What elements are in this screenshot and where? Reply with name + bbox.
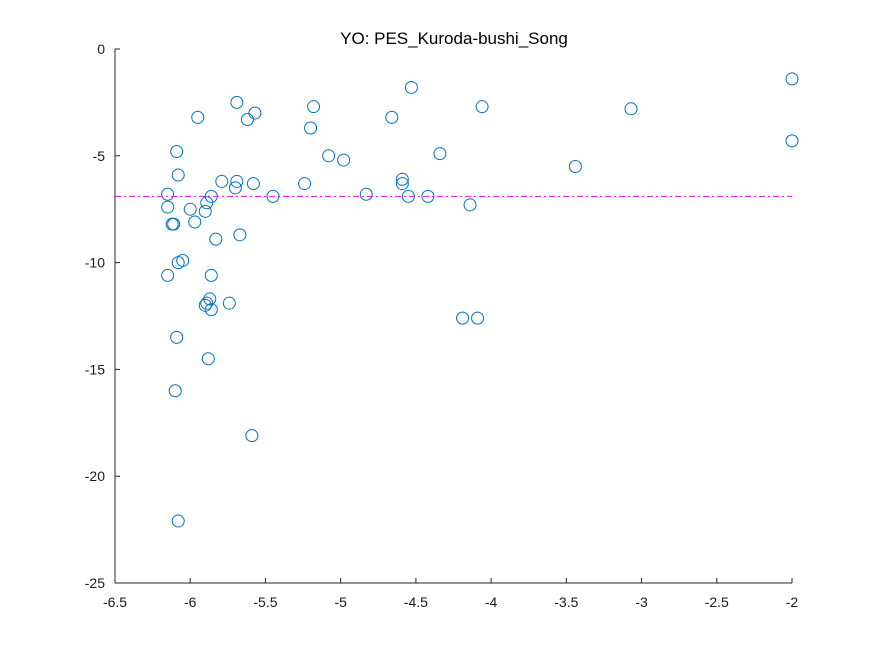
data-point — [475, 100, 489, 114]
data-point — [404, 80, 418, 94]
data-point — [171, 514, 185, 528]
x-tick-label: -4.5 — [404, 594, 428, 610]
data-point — [395, 177, 409, 191]
data-point — [230, 95, 244, 109]
data-point — [401, 189, 415, 203]
data-point — [171, 168, 185, 182]
data-point — [198, 204, 212, 218]
data-point — [248, 106, 262, 120]
y-tick-label: -5 — [93, 148, 106, 164]
data-point — [167, 217, 181, 231]
data-point — [201, 352, 215, 366]
x-tick-label: -5.5 — [253, 594, 277, 610]
data-point — [304, 121, 318, 135]
data-point — [204, 303, 218, 317]
data-point — [421, 189, 435, 203]
data-point — [298, 177, 312, 191]
data-point — [200, 296, 214, 310]
data-point — [209, 232, 223, 246]
data-point — [266, 189, 280, 203]
data-point — [463, 198, 477, 212]
data-point — [568, 159, 582, 173]
x-tick-label: -4 — [485, 594, 498, 610]
data-point — [337, 153, 351, 167]
data-point — [322, 149, 336, 163]
data-point — [471, 311, 485, 325]
chart-title: YO: PES_Kuroda-bushi_Song — [340, 29, 568, 48]
data-point — [161, 200, 175, 214]
data-point — [359, 187, 373, 201]
x-ticks: -6.5 -6 -5.5 -5 -4.5 -4 -3.5 -3 -2.5 -2 — [103, 578, 798, 610]
data-point — [203, 292, 217, 306]
data-point — [170, 145, 184, 159]
data-point — [168, 384, 182, 398]
data-point — [785, 72, 799, 86]
data-point — [215, 174, 229, 188]
data-point — [624, 102, 638, 116]
data-point — [395, 172, 409, 186]
axes — [114, 49, 792, 584]
data-point — [245, 429, 259, 443]
data-point — [200, 196, 214, 210]
data-point — [222, 296, 236, 310]
x-tick-label: -6 — [184, 594, 197, 610]
y-tick-label: 0 — [97, 41, 105, 57]
data-point — [161, 187, 175, 201]
y-tick-label: -25 — [85, 575, 105, 591]
data-point — [176, 253, 190, 267]
data-point — [307, 100, 321, 114]
data-point — [785, 134, 799, 148]
data-point — [183, 202, 197, 216]
data-point — [188, 215, 202, 229]
y-tick-label: -15 — [85, 361, 105, 377]
data-point — [233, 228, 247, 242]
data-point — [191, 110, 205, 124]
data-point — [433, 147, 447, 161]
data-point — [456, 311, 470, 325]
data-point — [385, 110, 399, 124]
data-point — [246, 177, 260, 191]
data-point — [204, 189, 218, 203]
x-tick-label: -3.5 — [554, 594, 578, 610]
data-point — [230, 174, 244, 188]
x-tick-label: -3 — [635, 594, 648, 610]
x-tick-label: -6.5 — [103, 594, 127, 610]
y-tick-label: -10 — [85, 255, 105, 271]
x-tick-label: -2 — [786, 594, 799, 610]
data-point — [240, 112, 254, 126]
y-ticks: 0 -5 -10 -15 -20 -25 — [85, 41, 120, 591]
data-point — [204, 268, 218, 282]
y-tick-label: -20 — [85, 468, 105, 484]
plot-area — [115, 72, 799, 528]
data-point — [161, 268, 175, 282]
data-point — [228, 181, 242, 195]
x-tick-label: -5 — [334, 594, 347, 610]
x-tick-label: -2.5 — [705, 594, 729, 610]
data-point — [170, 330, 184, 344]
